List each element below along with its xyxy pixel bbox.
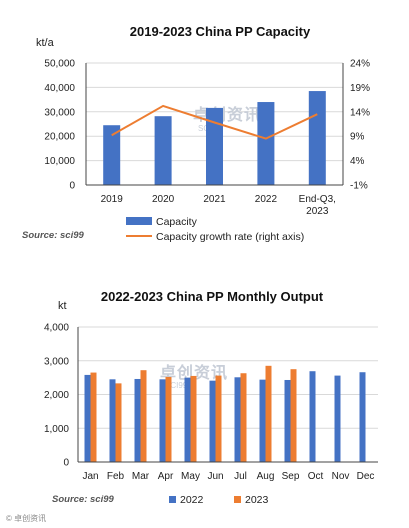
capacity-bar	[206, 107, 223, 185]
output-bar-2022	[334, 375, 341, 462]
capacity-x-ticks: 2019 2020 2021 2022 End-Q3,2023	[101, 194, 336, 217]
output-bars	[84, 365, 366, 462]
output-bar-2022	[309, 371, 316, 462]
output-y-tick-label: 0	[63, 458, 69, 469]
output-bar-2022	[109, 379, 116, 462]
output-bar-2023	[90, 372, 97, 462]
output-x-tick-label: May	[181, 471, 200, 482]
output-gridlines	[78, 326, 378, 429]
output-bar-2023	[290, 369, 297, 462]
capacity-bar	[154, 116, 172, 185]
capacity-y-tick-label: 0	[69, 181, 75, 192]
capacity-y-tick-label: 40,000	[44, 83, 75, 94]
watermark-logo-text: 卓创资讯	[193, 105, 261, 124]
output-x-tick-label: Jul	[234, 471, 247, 482]
output-x-tick-label: Sep	[282, 471, 300, 482]
output-x-ticks: Jan Feb Mar Apr May Jun Jul Aug Sep Oct Nov Dec	[82, 471, 374, 482]
output-bar-2022	[134, 378, 141, 462]
capacity-y2-tick-label: 4%	[350, 156, 365, 167]
legend-label-capacity: Capacity	[156, 216, 198, 228]
output-bar-2022	[259, 379, 266, 462]
capacity-y-tick-label: 50,000	[44, 59, 75, 70]
capacity-bars	[103, 91, 326, 185]
capacity-x-tick-label: 2021	[203, 194, 226, 205]
output-x-tick-label: Apr	[158, 471, 174, 482]
capacity-y2-tick-label: 24%	[350, 59, 370, 70]
output-bar-2022	[84, 374, 91, 462]
output-bar-2022	[284, 379, 291, 462]
capacity-x-tick-label: 2020	[152, 194, 175, 205]
output-y-tick-label: 3,000	[44, 356, 69, 367]
output-x-tick-label: Jan	[82, 471, 98, 482]
output-bar-2023	[215, 375, 222, 462]
output-x-tick-label: Nov	[332, 471, 350, 482]
capacity-chart-title: 2019-2023 China PP Capacity	[130, 24, 311, 39]
output-source: Source: sci99	[52, 494, 114, 505]
watermark-2: 卓创资讯 SCI99	[160, 363, 228, 390]
capacity-growth-polyline	[111, 104, 318, 140]
capacity-y-ticks: 0 10,000 20,000 30,000 40,000 50,000	[44, 59, 75, 192]
output-x-tick-label: Jun	[207, 471, 223, 482]
output-x-tick-label: Dec	[357, 471, 375, 482]
output-bar-2022	[234, 377, 241, 462]
capacity-bar	[257, 102, 275, 185]
capacity-axes	[85, 63, 344, 186]
output-bar-2022	[359, 372, 366, 462]
output-bar-2022	[209, 380, 216, 462]
output-x-tick-label: Feb	[107, 471, 125, 482]
capacity-legend: Capacity Capacity growth rate (right axi…	[126, 216, 304, 243]
output-bar-2023	[165, 376, 172, 462]
legend-swatch-2023	[234, 496, 241, 503]
monthly-output-chart: 2022-2023 China PP Monthly Output kt 卓创资…	[44, 289, 378, 506]
capacity-y2-tick-label: 19%	[350, 83, 370, 94]
capacity-y-tick-label: 30,000	[44, 107, 75, 118]
output-x-tick-label: Aug	[257, 471, 275, 482]
output-bar-2023	[140, 370, 147, 462]
watermark-logo-text: 卓创资讯	[160, 363, 228, 382]
capacity-y-unit: kt/a	[36, 37, 55, 49]
capacity-growth-line	[111, 104, 318, 140]
output-bar-2023	[190, 375, 197, 462]
output-bar-2022	[184, 377, 191, 462]
capacity-y-tick-label: 10,000	[44, 156, 75, 167]
capacity-bar	[308, 91, 326, 185]
legend-label-2023: 2023	[245, 494, 269, 506]
capacity-y2-ticks: -1% 4% 9% 14% 19% 24%	[350, 59, 370, 192]
output-x-tick-label: Oct	[308, 471, 324, 482]
output-axes	[77, 327, 378, 463]
legend-label-2022: 2022	[180, 494, 204, 506]
legend-swatch-2022	[169, 496, 176, 503]
output-x-tick-label: Mar	[132, 471, 150, 482]
capacity-y2-tick-label: 9%	[350, 132, 365, 143]
output-bar-2023	[265, 365, 272, 462]
output-bar-2022	[159, 379, 166, 462]
legend-swatch-capacity	[126, 217, 152, 225]
capacity-x-tick-label: 2023	[306, 206, 329, 217]
capacity-y2-tick-label: 14%	[350, 107, 370, 118]
output-y-ticks: 0 1,000 2,000 3,000 4,000	[44, 323, 69, 469]
capacity-y2-tick-label: -1%	[350, 181, 368, 192]
watermark-sub-text: SCI99	[165, 381, 188, 390]
output-y-tick-label: 2,000	[44, 390, 69, 401]
output-y-unit: kt	[58, 300, 67, 312]
capacity-y-tick-label: 20,000	[44, 132, 75, 143]
capacity-x-tick-label: 2019	[101, 194, 124, 205]
output-bar-2023	[240, 373, 247, 462]
output-bar-2023	[115, 383, 122, 462]
capacity-source: Source: sci99	[22, 230, 84, 241]
capacity-chart: 2019-2023 China PP Capacity kt/a 卓创资讯 SC…	[22, 24, 370, 243]
capacity-x-tick-label: End-Q3,	[299, 194, 336, 205]
capacity-x-tick-label: 2022	[255, 194, 278, 205]
output-y-tick-label: 1,000	[44, 424, 69, 435]
output-chart-title: 2022-2023 China PP Monthly Output	[101, 289, 324, 304]
capacity-bar	[103, 125, 121, 185]
legend-label-growth-rate: Capacity growth rate (right axis)	[156, 231, 304, 243]
output-y-tick-label: 4,000	[44, 323, 69, 334]
output-legend: 2022 2023	[169, 494, 269, 506]
corner-watermark: © 卓创资讯	[6, 513, 46, 523]
